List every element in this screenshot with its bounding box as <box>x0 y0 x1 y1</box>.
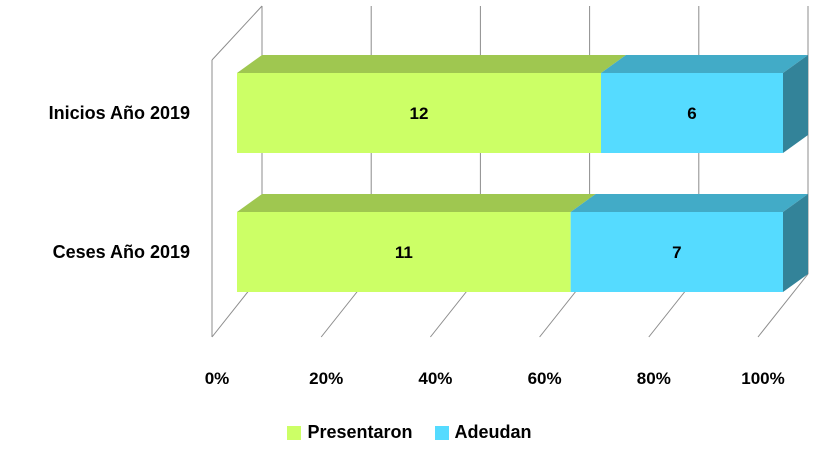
bar-ceses-ano-2019-adeudan-side <box>783 194 808 292</box>
bar-inicios-ano-2019-presentaron-top <box>237 55 626 73</box>
bar-inicios-ano-2019-presentaron <box>237 73 601 153</box>
data-label-inicios-ano-2019-adeudan: 6 <box>687 104 696 123</box>
legend-label-adeudan: Adeudan <box>454 422 532 442</box>
bar-inicios-ano-2019-adeudan-top <box>601 55 808 73</box>
side-wall-top <box>211 5 263 61</box>
chart-plot: 0% 20% 40% 60% 80% 100% 12 6 Inicios Año 2019 11 7… <box>49 5 809 388</box>
x-tick-label: 80% <box>637 369 671 388</box>
data-label-ceses-ano-2019-presentaron: 11 <box>395 243 413 262</box>
bar-ceses-ano-2019-presentaron <box>237 212 571 292</box>
legend-label-presentaron: Presentaron <box>307 422 413 442</box>
bar-ceses-ano-2019-adeudan <box>570 212 783 292</box>
legend-item-presentaron: Presentaron <box>287 422 413 443</box>
floor-line <box>757 273 809 338</box>
legend-item-adeudan: Adeudan <box>434 422 532 443</box>
bar-inicios-ano-2019-adeudan-side <box>783 55 808 153</box>
x-tick-label: 60% <box>528 369 562 388</box>
x-tick-label: 100% <box>741 369 784 388</box>
x-tick-label: 40% <box>418 369 452 388</box>
legend: Presentaron Adeudan <box>0 422 819 443</box>
legend-swatch-adeudan <box>434 425 449 440</box>
bar-ceses-ano-2019-presentaron-top <box>237 194 596 212</box>
legend-swatch-presentaron <box>287 425 302 440</box>
category-label-inicios-ano-2019: Inicios Año 2019 <box>49 103 190 123</box>
x-tick-label: 20% <box>309 369 343 388</box>
bar-ceses-ano-2019-adeudan-top <box>570 194 808 212</box>
category-label-ceses-ano-2019: Ceses Año 2019 <box>53 242 190 262</box>
data-label-ceses-ano-2019-adeudan: 7 <box>672 243 681 262</box>
data-label-inicios-ano-2019-presentaron: 12 <box>410 104 429 123</box>
bar-inicios-ano-2019-adeudan <box>601 73 783 153</box>
x-tick-label: 0% <box>205 369 230 388</box>
